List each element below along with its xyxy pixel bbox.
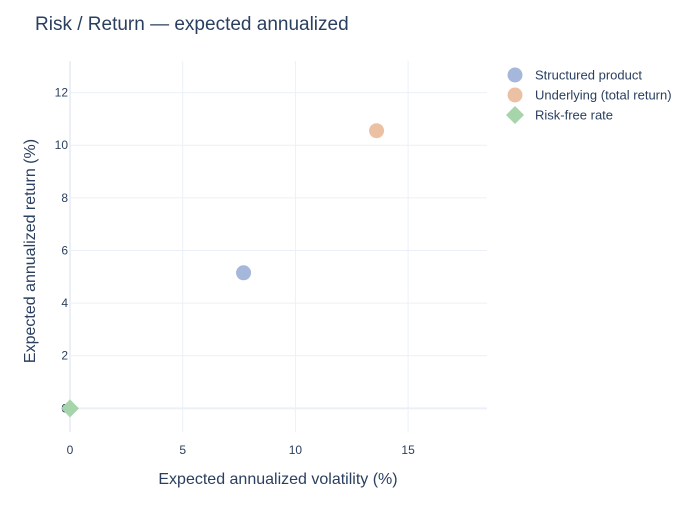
- y-tick-label: 8: [61, 191, 68, 205]
- legend: Structured product Underlying (total retu…: [506, 67, 672, 124]
- legend-item[interactable]: Underlying (total return): [507, 87, 672, 103]
- y-tick-label: 4: [61, 296, 68, 310]
- x-tick-label: 10: [289, 443, 303, 457]
- legend-item[interactable]: Structured product: [507, 67, 643, 83]
- y-gridlines: [70, 92, 487, 410]
- legend-item[interactable]: Risk-free rate: [506, 106, 613, 124]
- y-tick-labels: 024681012: [55, 86, 69, 416]
- y-axis-title: Expected annualized return (%): [22, 139, 39, 363]
- x-gridlines: [69, 61, 409, 432]
- plot-area: 0 5 10 15 0 2 4 6 8 10 12: [55, 61, 487, 457]
- y-tick-label: 6: [61, 243, 68, 257]
- data-point-risk-free-rate: [61, 399, 79, 418]
- legend-diamond-marker: [506, 106, 524, 124]
- x-tick-labels: 0 5 10 15: [67, 443, 415, 457]
- x-axis-title: Expected annualized volatility (%): [158, 471, 397, 488]
- data-point-series-1: [369, 123, 385, 139]
- legend-label: Underlying (total return): [535, 88, 672, 103]
- legend-label: Risk-free rate: [535, 108, 613, 123]
- legend-circle-marker: [507, 67, 523, 83]
- data-point-series-0: [236, 265, 252, 281]
- x-tick-label: 5: [179, 443, 186, 457]
- chart-title: Risk / Return — expected annualized: [35, 14, 349, 35]
- y-tick-label: 12: [55, 86, 69, 100]
- y-tick-label: 10: [55, 138, 69, 152]
- legend-circle-marker: [507, 87, 523, 103]
- legend-label: Structured product: [535, 68, 642, 83]
- x-tick-label: 15: [401, 443, 415, 457]
- y-tick-label: 2: [61, 349, 68, 363]
- x-tick-label: 0: [67, 443, 74, 457]
- data-points: [61, 123, 385, 418]
